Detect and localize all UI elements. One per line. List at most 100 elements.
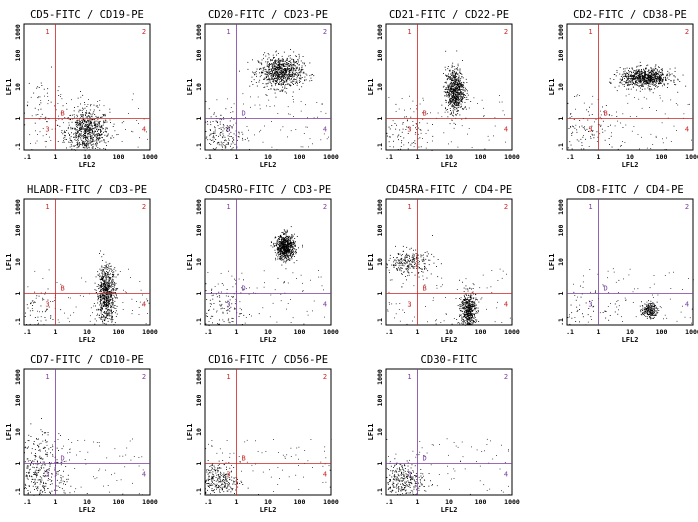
y-tick-label: 100 xyxy=(14,225,22,237)
plot-frame xyxy=(23,198,151,326)
event-dots xyxy=(386,50,506,151)
gate-label: D xyxy=(604,285,608,293)
x-tick-label: 10 xyxy=(445,328,453,336)
quadrant-label: 3 xyxy=(588,126,592,134)
y-tick-label: 1000 xyxy=(14,24,22,40)
panel-title: CD8-FITC / CD4-PE xyxy=(576,184,683,196)
y-tick-label: 100 xyxy=(557,225,565,237)
x-tick-label: .1 xyxy=(385,498,393,506)
scatter-panel: CD45RA-FITC / CD4-PE 1 2 3 4 B .1 1 10 100 1000 LFL… xyxy=(367,184,520,344)
y-tick-label: .1 xyxy=(376,143,384,151)
quadrant-label: 1 xyxy=(588,203,592,211)
quadrant-label: 3 xyxy=(45,471,49,479)
y-tick-label: 10 xyxy=(14,83,22,91)
quadrant-label: 4 xyxy=(685,301,689,309)
x-axis-label: LFL2 xyxy=(79,336,96,344)
y-tick-label: 1 xyxy=(14,291,22,295)
y-tick-label: 100 xyxy=(376,225,384,237)
quadrant-label: 4 xyxy=(504,471,508,479)
quadrant-label: 3 xyxy=(226,471,230,479)
y-tick-label: 1000 xyxy=(376,199,384,215)
y-tick-label: .1 xyxy=(14,143,22,151)
x-tick-label: 10 xyxy=(83,498,91,506)
y-tick-label: 1 xyxy=(14,116,22,120)
y-axis-label: LFL1 xyxy=(186,254,194,271)
x-tick-label: 100 xyxy=(475,328,487,336)
event-dots xyxy=(205,439,332,496)
quadrant-label: 4 xyxy=(323,126,327,134)
x-tick-label: 100 xyxy=(656,153,668,161)
x-axis-label: LFL2 xyxy=(441,336,458,344)
panel-title: CD21-FITC / CD22-PE xyxy=(389,9,509,21)
x-tick-label: 10 xyxy=(264,153,272,161)
quadrant-label: 4 xyxy=(142,126,146,134)
x-tick-label: .1 xyxy=(566,328,574,336)
gate-label: D xyxy=(61,455,65,463)
quadrant-label: 1 xyxy=(226,28,230,36)
x-tick-label: 1 xyxy=(597,153,601,161)
x-tick-label: 100 xyxy=(475,153,487,161)
event-dots xyxy=(24,250,150,326)
panel-title: HLADR-FITC / CD3-PE xyxy=(27,184,147,196)
quadrant-label: 2 xyxy=(323,28,327,36)
y-tick-label: 100 xyxy=(376,50,384,62)
quadrant-label: 3 xyxy=(226,301,230,309)
quadrant-label: 2 xyxy=(323,203,327,211)
y-tick-label: 1000 xyxy=(376,24,384,40)
scatter-panel: CD2-FITC / CD38-PE 1 2 3 4 B .1 1 10 100 1000 LFL2.… xyxy=(548,9,698,169)
y-tick-label: 1000 xyxy=(557,199,565,215)
x-tick-label: 1000 xyxy=(142,498,158,506)
x-tick-label: 1 xyxy=(416,153,420,161)
quadrant-label: 2 xyxy=(142,373,146,381)
event-dots xyxy=(386,235,513,326)
x-tick-label: 1000 xyxy=(142,328,158,336)
event-dots xyxy=(24,418,144,496)
event-dots xyxy=(24,66,148,151)
quadrant-label: 2 xyxy=(504,28,508,36)
gate-label: B xyxy=(423,110,427,118)
y-axis-label: LFL1 xyxy=(548,254,556,271)
x-tick-label: 10 xyxy=(264,328,272,336)
quadrant-label: 1 xyxy=(226,203,230,211)
y-tick-label: .1 xyxy=(14,318,22,326)
y-tick-label: 1000 xyxy=(376,369,384,385)
quadrant-label: 3 xyxy=(407,126,411,134)
plot-frame xyxy=(204,368,332,496)
x-tick-label: .1 xyxy=(566,153,574,161)
quadrant-label: 2 xyxy=(142,28,146,36)
y-tick-label: 10 xyxy=(195,83,203,91)
plot-frame xyxy=(566,198,694,326)
event-dots xyxy=(386,438,513,496)
y-tick-label: 10 xyxy=(195,428,203,436)
y-tick-label: .1 xyxy=(195,318,203,326)
x-tick-label: 1 xyxy=(235,328,239,336)
quadrant-label: 3 xyxy=(407,301,411,309)
quadrant-label: 4 xyxy=(685,126,689,134)
x-tick-label: 10 xyxy=(83,328,91,336)
x-axis-label: LFL2 xyxy=(622,161,639,169)
plot-frame xyxy=(385,198,513,326)
y-tick-label: 100 xyxy=(195,395,203,407)
x-tick-label: 100 xyxy=(656,328,668,336)
quadrant-label: 4 xyxy=(142,471,146,479)
x-tick-label: .1 xyxy=(23,498,31,506)
scatter-panel: CD8-FITC / CD4-PE 1 2 3 4 D .1 1 10 100 1000 LFL2 .1… xyxy=(548,184,698,344)
x-axis-label: LFL2 xyxy=(441,506,458,514)
quadrant-label: 1 xyxy=(45,28,49,36)
gate-label: B xyxy=(61,285,65,293)
gate-label: B xyxy=(604,110,608,118)
x-tick-label: 1 xyxy=(54,498,58,506)
y-tick-label: 100 xyxy=(195,225,203,237)
plot-frame xyxy=(23,23,151,151)
x-axis-label: LFL2 xyxy=(79,506,96,514)
y-tick-label: 1000 xyxy=(14,369,22,385)
event-dots xyxy=(567,61,692,150)
quadrant-label: 1 xyxy=(588,28,592,36)
x-tick-label: 1 xyxy=(54,328,58,336)
quadrant-label: 3 xyxy=(407,471,411,479)
quadrant-label: 2 xyxy=(504,203,508,211)
y-axis-label: LFL1 xyxy=(5,79,13,96)
x-tick-label: .1 xyxy=(204,153,212,161)
x-tick-label: 1000 xyxy=(323,153,339,161)
y-axis-label: LFL1 xyxy=(367,424,375,441)
